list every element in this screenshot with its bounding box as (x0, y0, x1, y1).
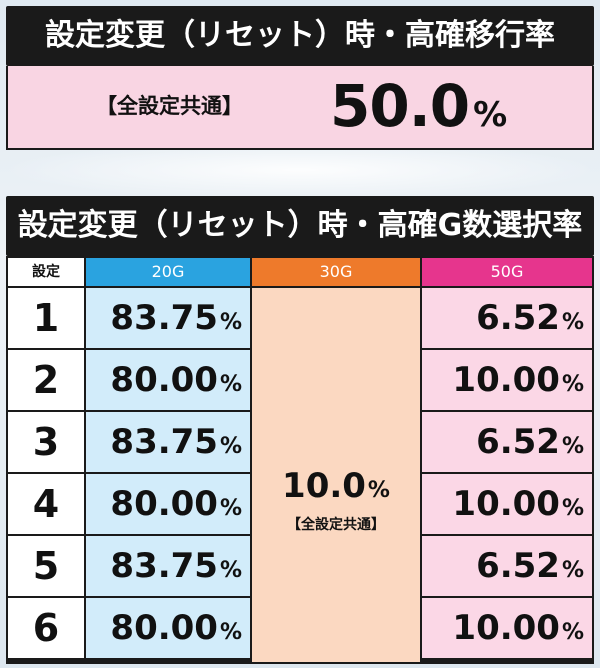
g20-value: 83.75 (110, 422, 218, 462)
g20-cell: 80.00% (86, 598, 250, 658)
g50-value: 10.00 (452, 360, 560, 400)
g50-cell: 10.00% (422, 474, 592, 534)
g30-common-cell: 10.0% 【全設定共通】 (252, 288, 420, 662)
reset-rate-value: 50.0% (330, 72, 507, 140)
g-count-table-title: 設定変更（リセット）時・高確G数選択率 (6, 196, 594, 256)
g20-percent: % (219, 620, 242, 645)
g50-value: 6.52 (476, 298, 560, 338)
g30-common-percent: % (367, 478, 390, 503)
g50-cell: 10.00% (422, 598, 592, 658)
g20-value: 83.75 (110, 546, 218, 586)
setting-cell: 3 (8, 412, 84, 472)
g50-value: 10.00 (452, 484, 560, 524)
g50-percent: % (561, 372, 584, 397)
g30-common-label: 【全設定共通】 (287, 517, 385, 533)
reset-rate-percent: % (473, 95, 507, 135)
setting-number: 1 (32, 296, 60, 340)
g50-percent: % (561, 496, 584, 521)
background-decoration (0, 140, 600, 200)
setting-number: 4 (32, 482, 60, 526)
g20-cell: 83.75% (86, 536, 250, 596)
g20-percent: % (219, 372, 242, 397)
g20-cell: 83.75% (86, 288, 250, 348)
reset-rate-box: 【全設定共通】 50.0% (6, 66, 594, 150)
setting-cell: 6 (8, 598, 84, 658)
g50-value: 6.52 (476, 546, 560, 586)
setting-number: 3 (32, 420, 60, 464)
g30-common-value: 10.0% (252, 466, 420, 506)
header-50g: 50G (422, 258, 592, 286)
g20-cell: 80.00% (86, 474, 250, 534)
g50-percent: % (561, 434, 584, 459)
setting-cell: 4 (8, 474, 84, 534)
header-setting: 設定 (8, 258, 84, 286)
g20-cell: 80.00% (86, 350, 250, 410)
g50-cell: 6.52% (422, 288, 592, 348)
reset-rate-number: 50.0 (330, 72, 470, 140)
header-20g: 20G (86, 258, 250, 286)
g50-value: 6.52 (476, 422, 560, 462)
reset-rate-title: 設定変更（リセット）時・高確移行率 (6, 6, 594, 66)
setting-number: 6 (32, 606, 60, 650)
setting-cell: 1 (8, 288, 84, 348)
header-30g: 30G (252, 258, 420, 286)
g20-value: 80.00 (110, 360, 218, 400)
g20-value: 83.75 (110, 298, 218, 338)
g20-percent: % (219, 496, 242, 521)
setting-number: 2 (32, 358, 60, 402)
g20-value: 80.00 (110, 608, 218, 648)
g20-percent: % (219, 434, 242, 459)
all-settings-label: 【全設定共通】 (96, 94, 243, 118)
g50-percent: % (561, 558, 584, 583)
g20-percent: % (219, 310, 242, 335)
setting-cell: 2 (8, 350, 84, 410)
g20-value: 80.00 (110, 484, 218, 524)
g50-value: 10.00 (452, 608, 560, 648)
g20-cell: 83.75% (86, 412, 250, 472)
setting-number: 5 (32, 544, 60, 588)
g50-cell: 10.00% (422, 350, 592, 410)
g50-percent: % (561, 310, 584, 335)
g30-common-number: 10.0 (282, 466, 366, 506)
g50-cell: 6.52% (422, 412, 592, 472)
g20-percent: % (219, 558, 242, 583)
g50-cell: 6.52% (422, 536, 592, 596)
setting-cell: 5 (8, 536, 84, 596)
g-count-table: 設定 20G 30G 50G 1 83.75% 6.52% 2 80.00% 10.00%… (6, 256, 594, 664)
g50-percent: % (561, 620, 584, 645)
